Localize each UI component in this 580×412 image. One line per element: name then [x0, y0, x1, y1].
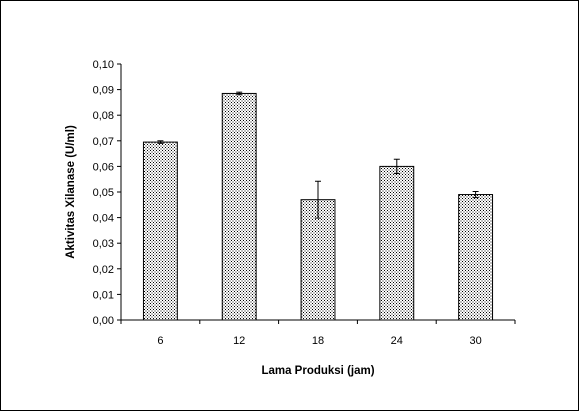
y-tick-label: 0,04: [93, 213, 114, 225]
bar-18: [300, 199, 336, 321]
y-tick-label: 0,08: [93, 110, 114, 122]
bar-30: [458, 194, 494, 321]
y-tick-label: 0,03: [93, 238, 114, 250]
x-tick-label: 24: [391, 335, 403, 347]
x-axis-title: Lama Produksi (jam): [261, 365, 374, 377]
bar-12: [221, 92, 257, 321]
error-bars: [157, 91, 479, 219]
bars: [142, 92, 494, 321]
x-tick-label: 18: [312, 335, 324, 347]
y-tick-label: 0,07: [93, 136, 114, 148]
x-tick-label: 6: [157, 335, 163, 347]
y-axis-title: Aktivitas Xilanase (U/ml): [65, 125, 77, 259]
y-tick-label: 0,09: [93, 85, 114, 97]
y-tick-label: 0,10: [93, 59, 114, 71]
x-axis: 6 12 18 24 30: [120, 319, 516, 347]
x-tick-label: 30: [469, 335, 481, 347]
y-tick-label: 0,01: [93, 289, 114, 301]
y-tick-label: 0,00: [93, 315, 114, 327]
y-axis: 0,00 0,01 0,02 0,03 0,04 0,05 0,06 0,07 0,08 0,09…: [93, 59, 122, 327]
x-tick-label: 12: [233, 335, 245, 347]
y-tick-label: 0,02: [93, 264, 114, 276]
y-tick-label: 0,06: [93, 161, 114, 173]
bar-6: [142, 141, 178, 321]
y-tick-label: 0,05: [93, 187, 114, 199]
bar-24: [379, 165, 415, 321]
